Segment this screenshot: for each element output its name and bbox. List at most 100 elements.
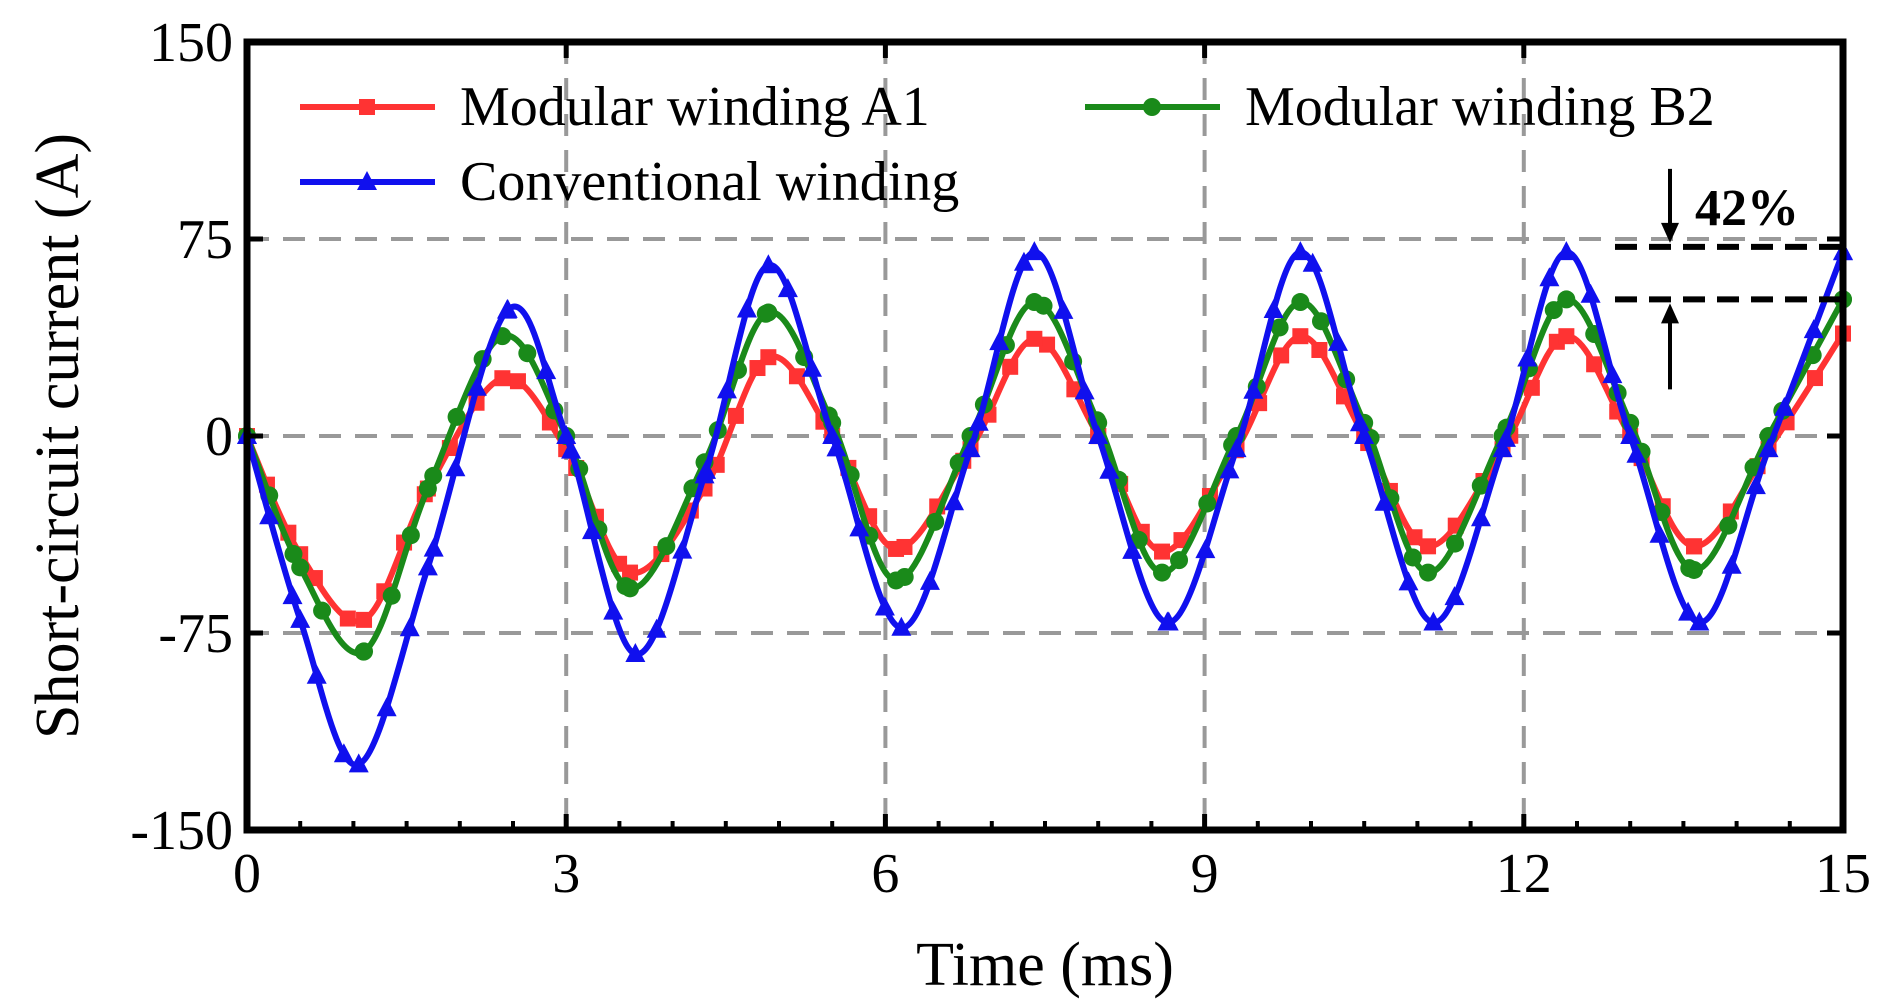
series-2-marker — [466, 376, 487, 396]
series-2-marker — [603, 600, 624, 620]
series-1-marker — [1403, 548, 1422, 567]
data-point-0-2 — [356, 611, 373, 628]
series-2-marker — [777, 278, 798, 298]
series-0-marker — [1273, 347, 1290, 364]
series-0-marker — [788, 368, 805, 385]
data-point-2-23 — [1758, 438, 1779, 458]
y-tick-label: 0 — [205, 406, 233, 468]
series-1-marker — [1544, 301, 1563, 320]
series-0-marker — [1586, 356, 1603, 373]
series-2-marker — [1122, 539, 1143, 559]
series-1-marker — [401, 526, 420, 545]
series-2-marker — [1745, 475, 1766, 495]
series-1-marker — [1445, 534, 1464, 553]
series-0-marker — [1523, 379, 1540, 396]
data-point-2-7 — [694, 464, 715, 484]
series-line-2 — [244, 249, 1846, 768]
legend-label-0: Modular winding A1 — [460, 76, 930, 138]
series-2-marker — [849, 517, 870, 537]
series-1-marker — [1311, 312, 1330, 331]
series-2-marker — [1626, 443, 1647, 463]
x-tick-label: 12 — [1496, 843, 1552, 905]
data-point-0-16 — [1292, 328, 1309, 345]
grid-lines — [247, 42, 1843, 830]
series-0-marker — [509, 373, 526, 390]
series-group — [237, 241, 1853, 773]
series-2-marker — [1374, 491, 1395, 511]
data-point-2-16 — [1290, 241, 1311, 261]
series-0-marker — [339, 610, 356, 627]
series-2-marker — [736, 298, 757, 318]
annotation-arrow-up-head — [1661, 303, 1679, 324]
series-2-marker — [423, 537, 444, 557]
data-point-2-9 — [822, 425, 843, 444]
y-tick-label: 150 — [149, 12, 233, 74]
data-point-2-5 — [556, 425, 577, 444]
series-1-marker — [926, 512, 945, 531]
series-1-marker — [382, 586, 401, 605]
data-point-2-15 — [1226, 438, 1247, 458]
series-2-marker — [1195, 539, 1216, 559]
data-point-1-6 — [621, 579, 640, 598]
series-2-marker — [716, 379, 737, 399]
series-2-marker — [1219, 459, 1240, 479]
series-2-marker — [376, 697, 397, 717]
data-point-0-18 — [1420, 538, 1437, 555]
series-2-marker — [672, 539, 693, 559]
y-tick-label: -150 — [130, 800, 233, 862]
series-2-marker — [801, 357, 822, 377]
series-2-marker — [1774, 396, 1795, 416]
x-tick-label: 3 — [552, 843, 580, 905]
series-2-marker — [1013, 251, 1034, 271]
data-point-0-4 — [494, 370, 511, 387]
series-2 — [237, 241, 1853, 773]
series-0-marker — [1002, 358, 1019, 375]
series-2-marker — [306, 664, 327, 684]
x-tick-label: 15 — [1815, 843, 1871, 905]
series-2-marker — [1263, 298, 1284, 318]
legend-label-2: Conventional winding — [460, 151, 959, 213]
series-0-marker — [727, 407, 744, 424]
x-tick-label: 6 — [871, 843, 899, 905]
legend-item-2: Conventional winding — [300, 151, 959, 213]
series-2-marker — [1602, 364, 1623, 384]
y-tick-label: 75 — [177, 209, 233, 271]
data-point-1-1 — [291, 558, 310, 577]
series-1-marker — [447, 407, 466, 426]
data-point-1-2 — [355, 642, 374, 661]
legend-item-0: Modular winding A1 — [300, 76, 930, 138]
series-2-marker — [399, 617, 420, 637]
series-1-marker — [1719, 516, 1738, 535]
data-point-1-14 — [1153, 563, 1172, 582]
data-point-2-6 — [625, 643, 646, 663]
data-point-1-12 — [1025, 293, 1044, 312]
data-point-0-14 — [1154, 543, 1171, 560]
data-point-1-3 — [418, 479, 437, 498]
series-1-marker — [518, 344, 537, 363]
series-2-marker — [561, 439, 582, 459]
series-1-marker — [284, 545, 303, 564]
series-2-marker — [259, 505, 280, 525]
series-2-marker — [1328, 331, 1349, 351]
series-2-marker — [874, 596, 895, 616]
legend-marker-1 — [1143, 98, 1161, 116]
series-2-marker — [944, 491, 965, 511]
data-point-0-12 — [1026, 330, 1043, 347]
legend-label-1: Modular winding B2 — [1245, 76, 1715, 138]
data-point-2-1 — [290, 608, 311, 628]
data-point-2-18 — [1423, 611, 1444, 631]
series-2-marker — [826, 437, 847, 457]
y-axis-title: Short-circuit current (A) — [24, 133, 92, 739]
data-point-2-22 — [1689, 611, 1710, 631]
data-point-0-8 — [760, 349, 777, 366]
series-1-marker — [657, 537, 676, 556]
series-1-marker — [1198, 494, 1217, 513]
legend: Modular winding A1 Modular winding B2 Conv… — [300, 76, 1715, 213]
data-point-2-14 — [1157, 611, 1178, 631]
data-point-1-8 — [759, 303, 778, 322]
annotation-label: 42% — [1695, 180, 1799, 237]
series-2-marker — [1398, 571, 1419, 591]
series-2-marker — [1539, 267, 1560, 287]
series-2-marker — [919, 570, 940, 590]
